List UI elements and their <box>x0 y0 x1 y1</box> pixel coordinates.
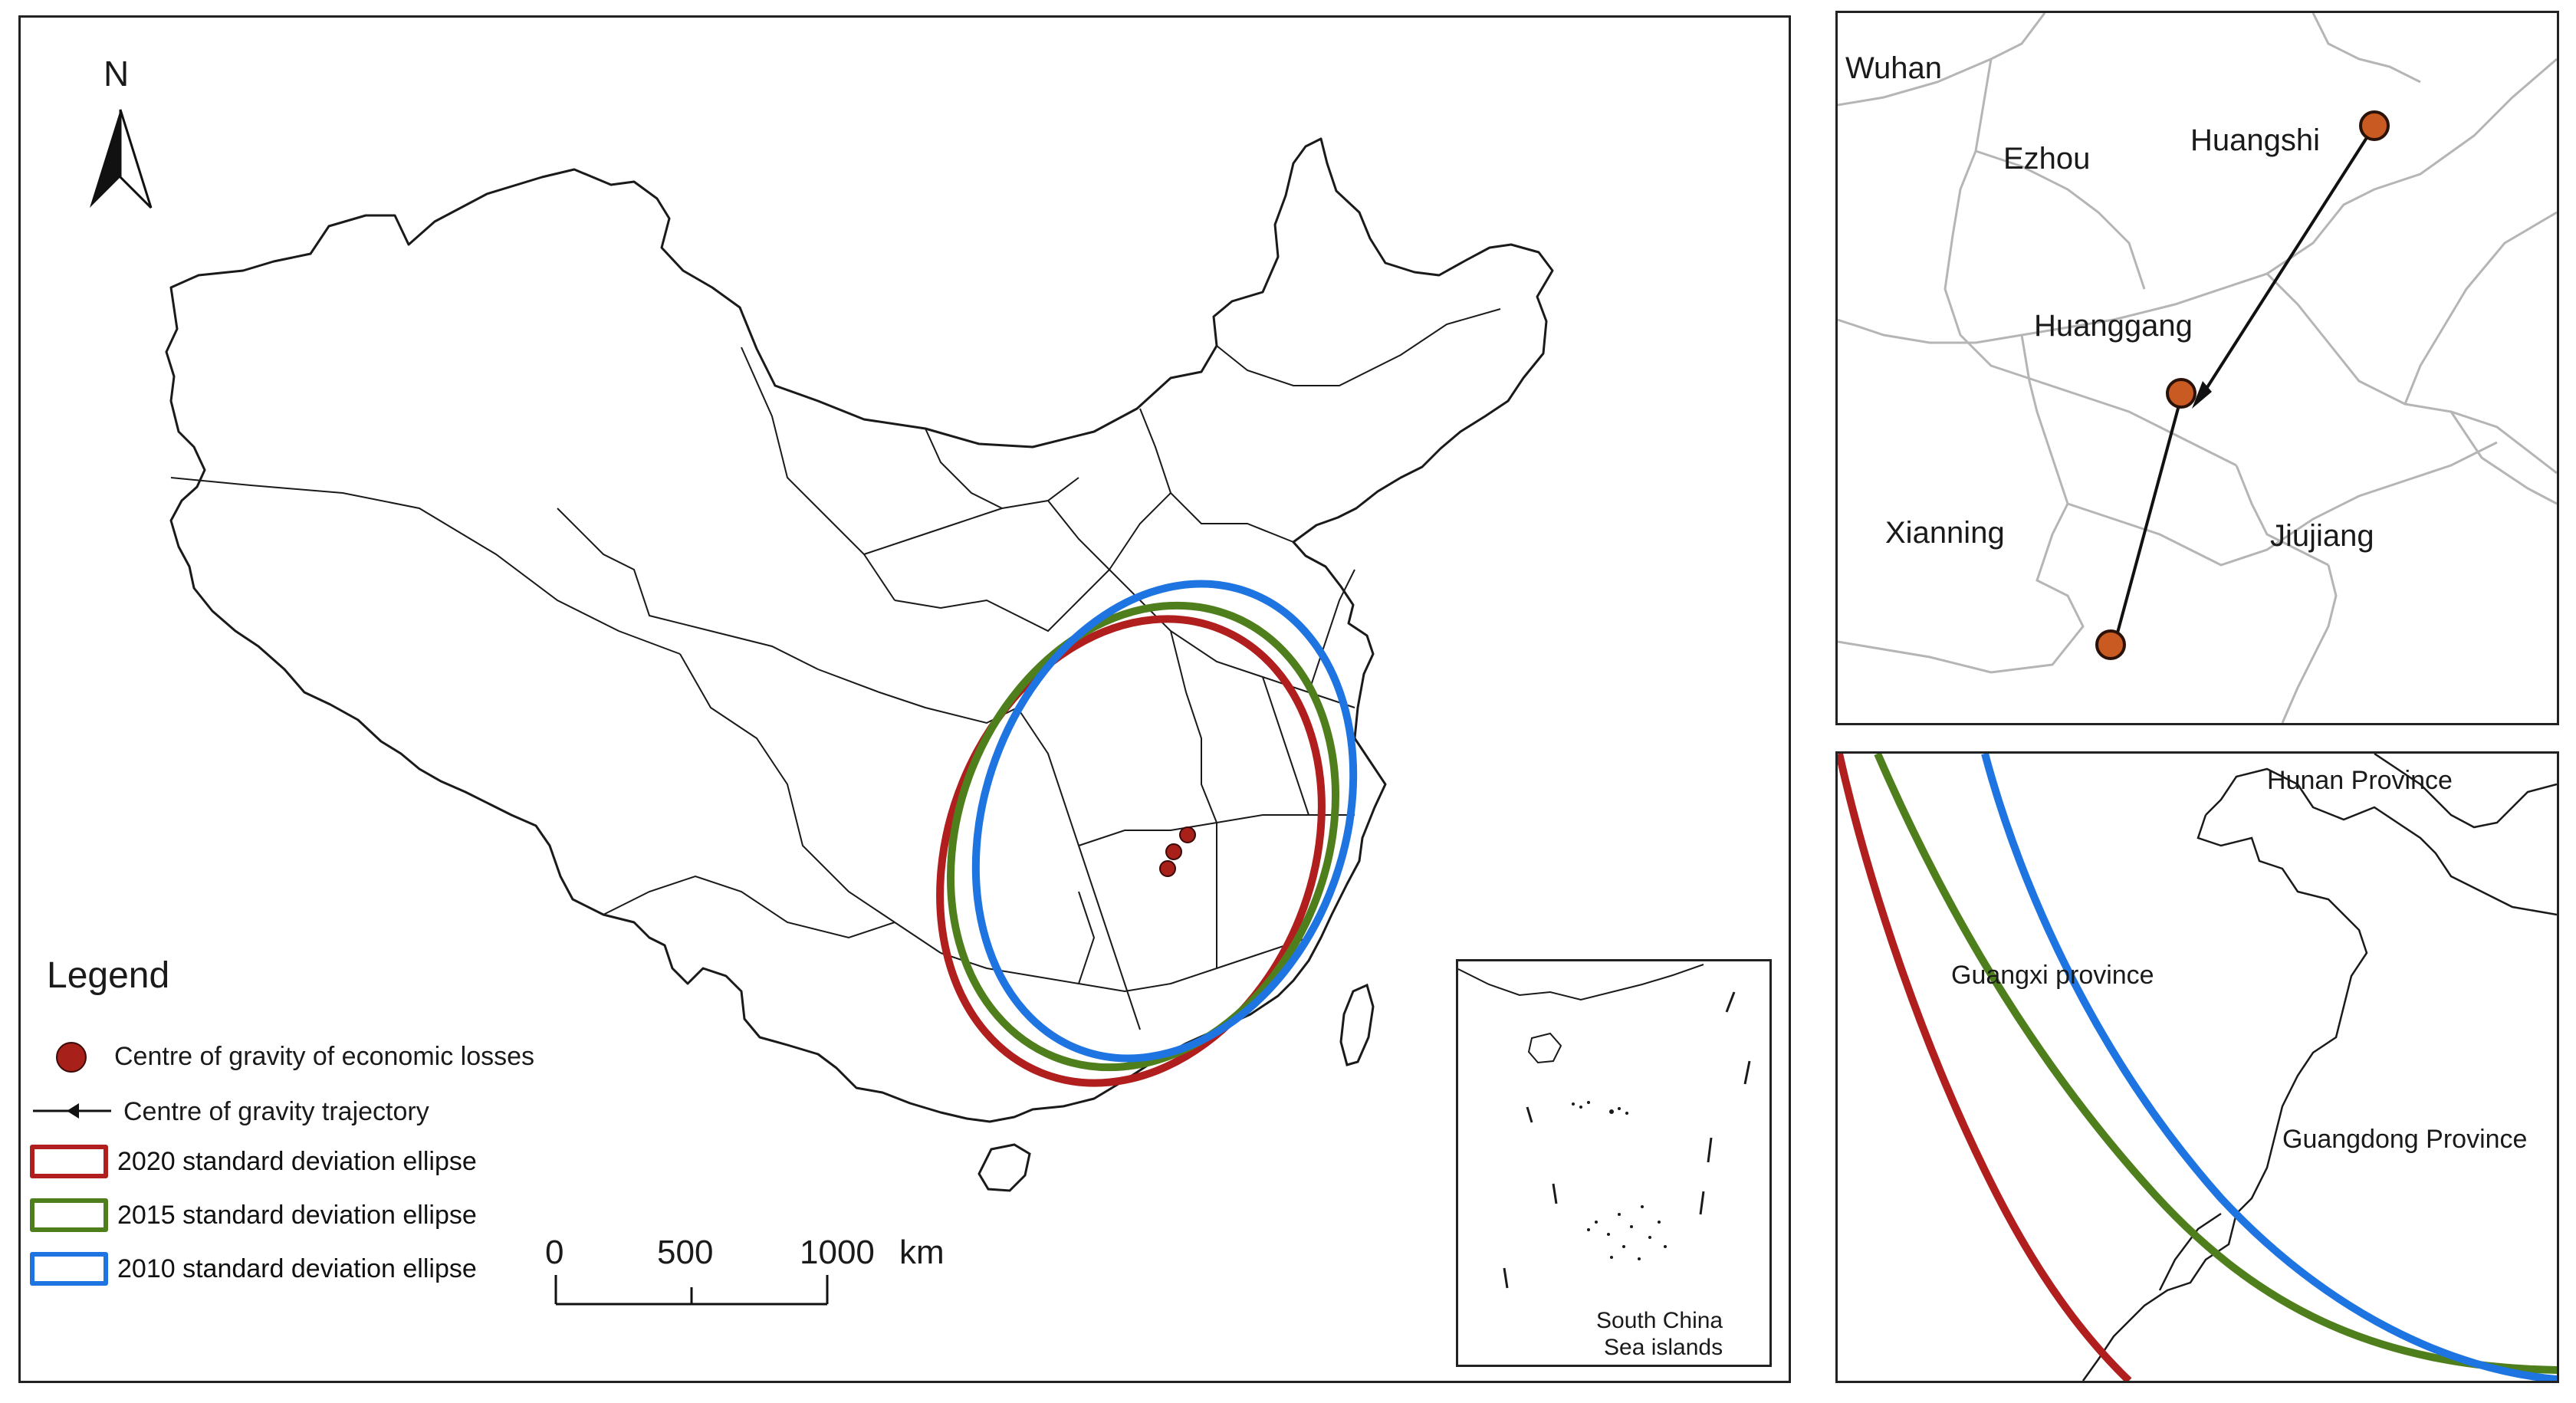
taiwan-island <box>1339 983 1375 1066</box>
sd-ellipses <box>936 580 1358 1087</box>
legend-swatch-2015 <box>30 1198 108 1232</box>
detail-arc-2010 <box>1981 754 2557 1381</box>
south-china-sea-inset: South China Sea islands <box>1456 959 1772 1367</box>
gravity-points-inset <box>2095 110 2390 660</box>
detail-boundaries <box>2082 754 2557 1381</box>
legend-title: Legend <box>47 955 170 996</box>
inset-dash-lines <box>1503 991 1751 1289</box>
scale-bar <box>554 1275 829 1306</box>
legend-row-2010: 2010 standard deviation ellipse <box>30 1252 477 1286</box>
place-label-hunan: Hunan Province <box>2267 766 2453 795</box>
hainan-island <box>978 1143 1031 1192</box>
ellipse-2015 <box>946 601 1340 1072</box>
trajectory-inset-svg <box>1838 13 2557 723</box>
gravity-points-main <box>1159 826 1196 877</box>
china-outline <box>165 137 1554 1123</box>
legend-arrow-icon <box>67 1103 79 1119</box>
ellipse-2020 <box>936 615 1326 1087</box>
trajectory-segment-2 <box>2113 393 2183 645</box>
detail-ellipse-arcs <box>1838 754 2557 1381</box>
legend-circle-icon <box>56 1042 87 1073</box>
legend-label-2010: 2010 standard deviation ellipse <box>117 1254 477 1283</box>
scale-tick-0: 0 <box>545 1234 564 1271</box>
legend-label-trajectory: Centre of gravity trajectory <box>123 1097 429 1126</box>
legend-label-2015: 2015 standard deviation ellipse <box>117 1200 477 1230</box>
north-arrow-icon <box>90 109 153 209</box>
legend-label-2020: 2020 standard deviation ellipse <box>117 1146 477 1176</box>
place-label-ezhou: Ezhou <box>2003 142 2091 176</box>
place-label-guangxi: Guangxi province <box>1951 961 2154 990</box>
legend-swatch-2010 <box>30 1252 108 1286</box>
inset-point-2015 <box>2166 378 2196 409</box>
ellipse-2010 <box>971 580 1358 1063</box>
ellipse-detail-inset: Hunan Province Guangxi province Guangdon… <box>1835 751 2559 1383</box>
place-label-guangdong: Guangdong Province <box>2282 1125 2528 1154</box>
trajectory-arrowhead-icon <box>2192 381 2212 409</box>
legend-symbols <box>33 1042 111 1119</box>
place-label-wuhan: Wuhan <box>1845 51 1943 85</box>
main-map-svg <box>33 109 1554 1306</box>
inset-island-dots <box>1572 1101 1667 1260</box>
gravity-point-2015 <box>1165 843 1182 860</box>
legend-swatch-2020 <box>30 1145 108 1178</box>
scale-tick-500: 500 <box>657 1234 714 1271</box>
scale-unit: km <box>899 1234 945 1271</box>
gravity-point-2010 <box>1179 826 1196 843</box>
trajectory-inset: Wuhan Ezhou Huangshi Huanggang Xianning … <box>1835 11 2559 725</box>
main-map-panel: N Legend Centre of gravity of economic l… <box>18 15 1791 1383</box>
inset-city-boundaries <box>1838 13 2557 723</box>
place-label-xianning: Xianning <box>1885 516 2005 550</box>
place-label-jiujiang: Jiujiang <box>2270 519 2374 553</box>
legend-row-2015: 2015 standard deviation ellipse <box>30 1198 477 1232</box>
legend-row-2020: 2020 standard deviation ellipse <box>30 1145 477 1178</box>
place-label-huanggang: Huanggang <box>2034 309 2193 343</box>
north-label: N <box>104 54 130 94</box>
inset-sea-label: South China Sea islands <box>1596 1308 1723 1360</box>
inset-point-2010 <box>2359 110 2390 141</box>
trajectory-segment-1 <box>2202 124 2376 395</box>
detail-arc-2015 <box>1874 754 2557 1374</box>
detail-arc-2020 <box>1838 754 2132 1381</box>
legend-label-centre: Centre of gravity of economic losses <box>114 1042 535 1071</box>
inset-hainan <box>1527 1032 1562 1064</box>
scale-tick-1000: 1000 <box>800 1234 875 1271</box>
ellipse-detail-svg <box>1838 754 2557 1381</box>
place-label-huangshi: Huangshi <box>2190 123 2321 157</box>
trajectory-path <box>2113 124 2376 645</box>
inset-point-2020 <box>2095 629 2126 660</box>
gravity-point-2020 <box>1159 860 1176 877</box>
inset-sea-svg <box>1458 964 1751 1289</box>
inset-coast <box>1458 964 1704 1001</box>
